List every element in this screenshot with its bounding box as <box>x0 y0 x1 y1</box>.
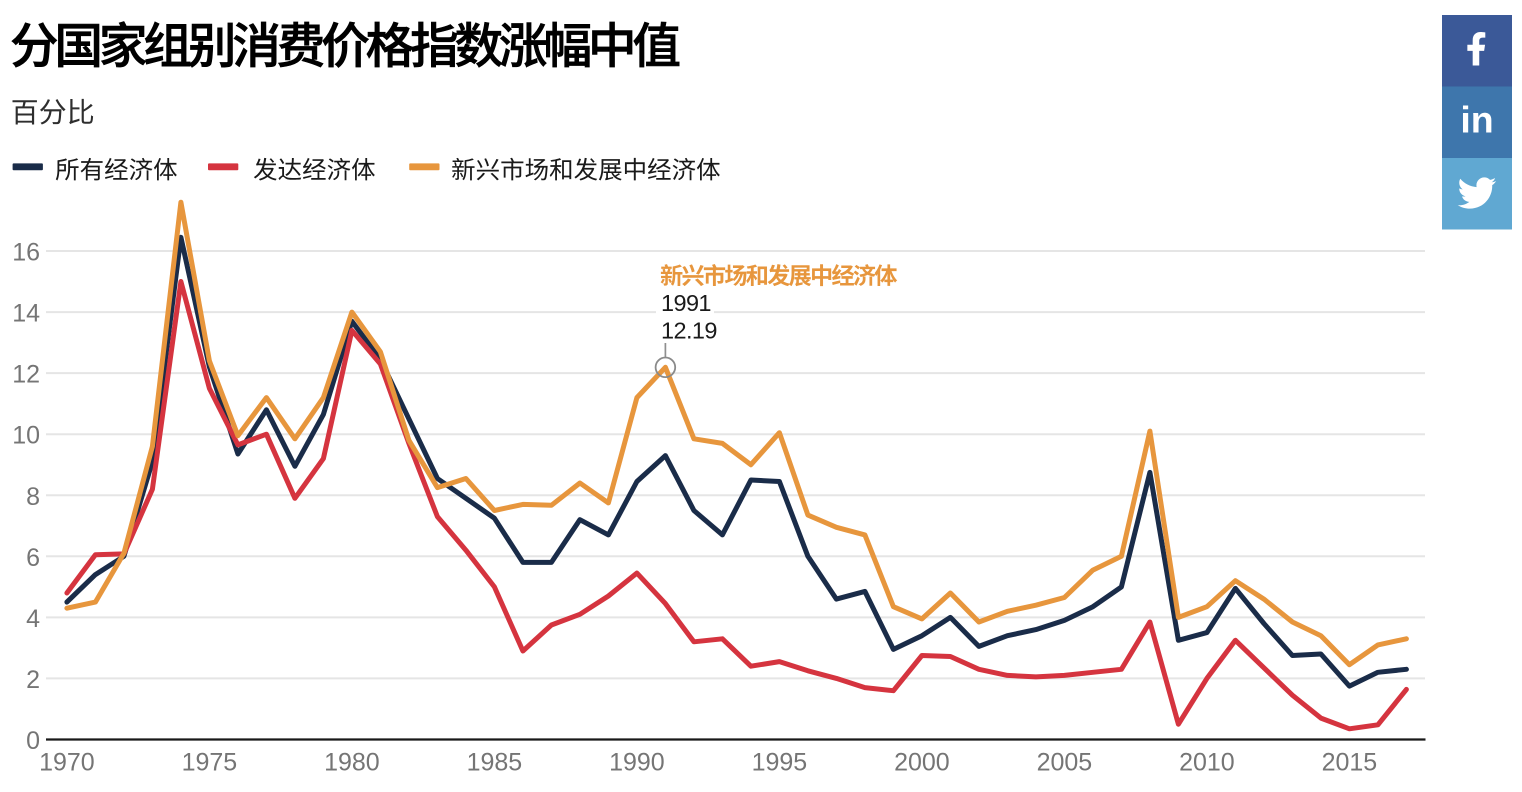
svg-text:2000: 2000 <box>894 749 950 777</box>
svg-text:2: 2 <box>26 666 40 694</box>
svg-text:2015: 2015 <box>1322 749 1378 777</box>
svg-text:1995: 1995 <box>752 749 808 777</box>
svg-text:6: 6 <box>26 544 40 572</box>
svg-text:4: 4 <box>26 605 40 633</box>
svg-text:2010: 2010 <box>1179 749 1235 777</box>
svg-text:1980: 1980 <box>324 749 380 777</box>
svg-text:14: 14 <box>12 300 40 328</box>
svg-text:12.19: 12.19 <box>661 317 717 343</box>
svg-text:16: 16 <box>12 239 40 267</box>
svg-text:2005: 2005 <box>1037 749 1093 777</box>
svg-text:0: 0 <box>26 727 40 755</box>
svg-text:1991: 1991 <box>661 290 711 316</box>
svg-text:10: 10 <box>12 422 40 450</box>
svg-text:12: 12 <box>12 361 40 389</box>
svg-text:in: in <box>1460 98 1493 140</box>
svg-text:8: 8 <box>26 483 40 511</box>
svg-text:1985: 1985 <box>467 749 523 777</box>
svg-text:1975: 1975 <box>182 749 238 777</box>
svg-text:1990: 1990 <box>609 749 665 777</box>
svg-text:1970: 1970 <box>39 749 95 777</box>
